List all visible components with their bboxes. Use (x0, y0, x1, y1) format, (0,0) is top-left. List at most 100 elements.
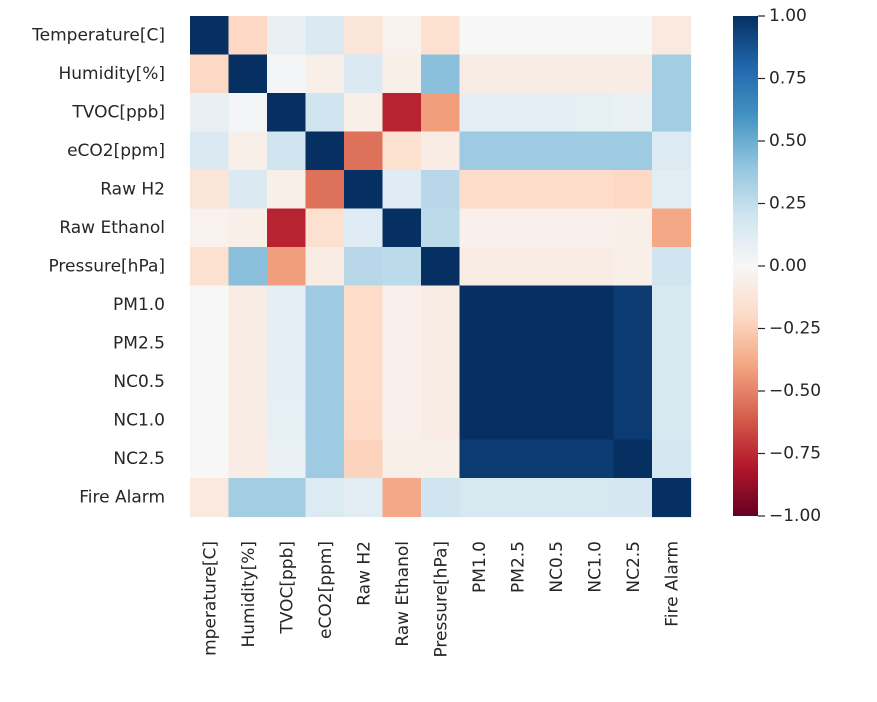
heatmap-cell (536, 93, 576, 133)
heatmap-cell (267, 362, 307, 402)
heatmap-cell (575, 439, 615, 479)
heatmap-cell (228, 208, 268, 248)
heatmap-cell (652, 208, 692, 248)
heatmap-cell (421, 478, 461, 518)
column-label: NC2.5 (624, 541, 644, 593)
heatmap-cell (382, 247, 422, 287)
heatmap-cells (190, 16, 692, 518)
heatmap-cell (344, 170, 384, 210)
heatmap-cell (344, 439, 384, 479)
heatmap-cell (575, 362, 615, 402)
heatmap-cell (421, 16, 461, 56)
heatmap-cell (459, 170, 499, 210)
heatmap-cell (652, 362, 692, 402)
heatmap-cell (305, 93, 345, 133)
heatmap-cell (459, 16, 499, 56)
heatmap-cell (536, 16, 576, 56)
heatmap-cell (344, 208, 384, 248)
heatmap-cell (652, 93, 692, 133)
heatmap-cell (190, 131, 230, 171)
heatmap-cell (652, 54, 692, 94)
heatmap-cell (459, 362, 499, 402)
heatmap-cell (305, 170, 345, 210)
heatmap-cell (498, 131, 538, 171)
heatmap-cell (652, 16, 692, 56)
column-label: Humidity[%] (239, 541, 259, 648)
column-label: PM2.5 (508, 541, 528, 593)
row-labels: Temperature[C] Humidity[%] TVOC[ppb] eCO2[p… (31, 25, 165, 507)
heatmap-cell (421, 93, 461, 133)
heatmap-cell (382, 16, 422, 56)
heatmap-cell (498, 362, 538, 402)
heatmap-cell (382, 54, 422, 94)
heatmap-cell (382, 324, 422, 364)
heatmap-cell (305, 285, 345, 325)
row-label: Pressure[hPa] (48, 256, 165, 276)
heatmap-cell (613, 285, 653, 325)
heatmap-cell (459, 93, 499, 133)
heatmap-cell (344, 247, 384, 287)
heatmap-cell (652, 401, 692, 441)
heatmap-cell (459, 478, 499, 518)
heatmap-cell (498, 93, 538, 133)
heatmap-cell (305, 362, 345, 402)
colorbar-tick-label: −0.75 (769, 444, 821, 464)
heatmap-cell (498, 478, 538, 518)
heatmap-cell (382, 439, 422, 479)
column-label: eCO2[ppm] (316, 541, 336, 639)
heatmap-cell (228, 285, 268, 325)
heatmap-cell (652, 439, 692, 479)
heatmap-cell (305, 324, 345, 364)
heatmap-cell (421, 247, 461, 287)
heatmap-cell (305, 16, 345, 56)
heatmap-cell (267, 208, 307, 248)
heatmap-cell (344, 54, 384, 94)
heatmap-cell (190, 208, 230, 248)
heatmap-cell (267, 93, 307, 133)
heatmap-cell (652, 478, 692, 518)
heatmap-cell (613, 93, 653, 133)
heatmap-cell (228, 54, 268, 94)
heatmap-cell (305, 208, 345, 248)
column-label: NC0.5 (547, 541, 567, 593)
heatmap-cell (344, 285, 384, 325)
heatmap-cell (536, 247, 576, 287)
colorbar-tick-label: 0.25 (769, 194, 807, 214)
column-label: mperature[C] (200, 541, 220, 656)
heatmap-cell (536, 478, 576, 518)
heatmap-cell (421, 362, 461, 402)
heatmap-cell (459, 131, 499, 171)
heatmap-cell (382, 362, 422, 402)
heatmap-cell (267, 54, 307, 94)
heatmap-cell (498, 247, 538, 287)
heatmap-cell (228, 439, 268, 479)
heatmap-cell (498, 439, 538, 479)
heatmap-cell (305, 131, 345, 171)
heatmap-cell (228, 401, 268, 441)
heatmap-cell (267, 478, 307, 518)
heatmap-cell (536, 208, 576, 248)
heatmap-cell (613, 324, 653, 364)
heatmap-cell (267, 401, 307, 441)
heatmap-cell (267, 131, 307, 171)
heatmap-cell (305, 247, 345, 287)
colorbar-tick-label: 0.00 (769, 256, 807, 276)
row-label: Fire Alarm (79, 487, 165, 507)
row-label: NC1.0 (113, 410, 165, 430)
heatmap-cell (190, 285, 230, 325)
heatmap-cell (613, 54, 653, 94)
heatmap-cell (575, 478, 615, 518)
heatmap-cell (382, 285, 422, 325)
heatmap-cell (652, 247, 692, 287)
heatmap-cell (421, 131, 461, 171)
row-label: Humidity[%] (59, 64, 166, 84)
heatmap-cell (575, 131, 615, 171)
heatmap-cell (536, 324, 576, 364)
heatmap-cell (575, 170, 615, 210)
heatmap-cell (228, 362, 268, 402)
heatmap-cell (228, 247, 268, 287)
heatmap-cell (459, 247, 499, 287)
heatmap-cell (498, 324, 538, 364)
heatmap-cell (421, 324, 461, 364)
heatmap-cell (536, 285, 576, 325)
